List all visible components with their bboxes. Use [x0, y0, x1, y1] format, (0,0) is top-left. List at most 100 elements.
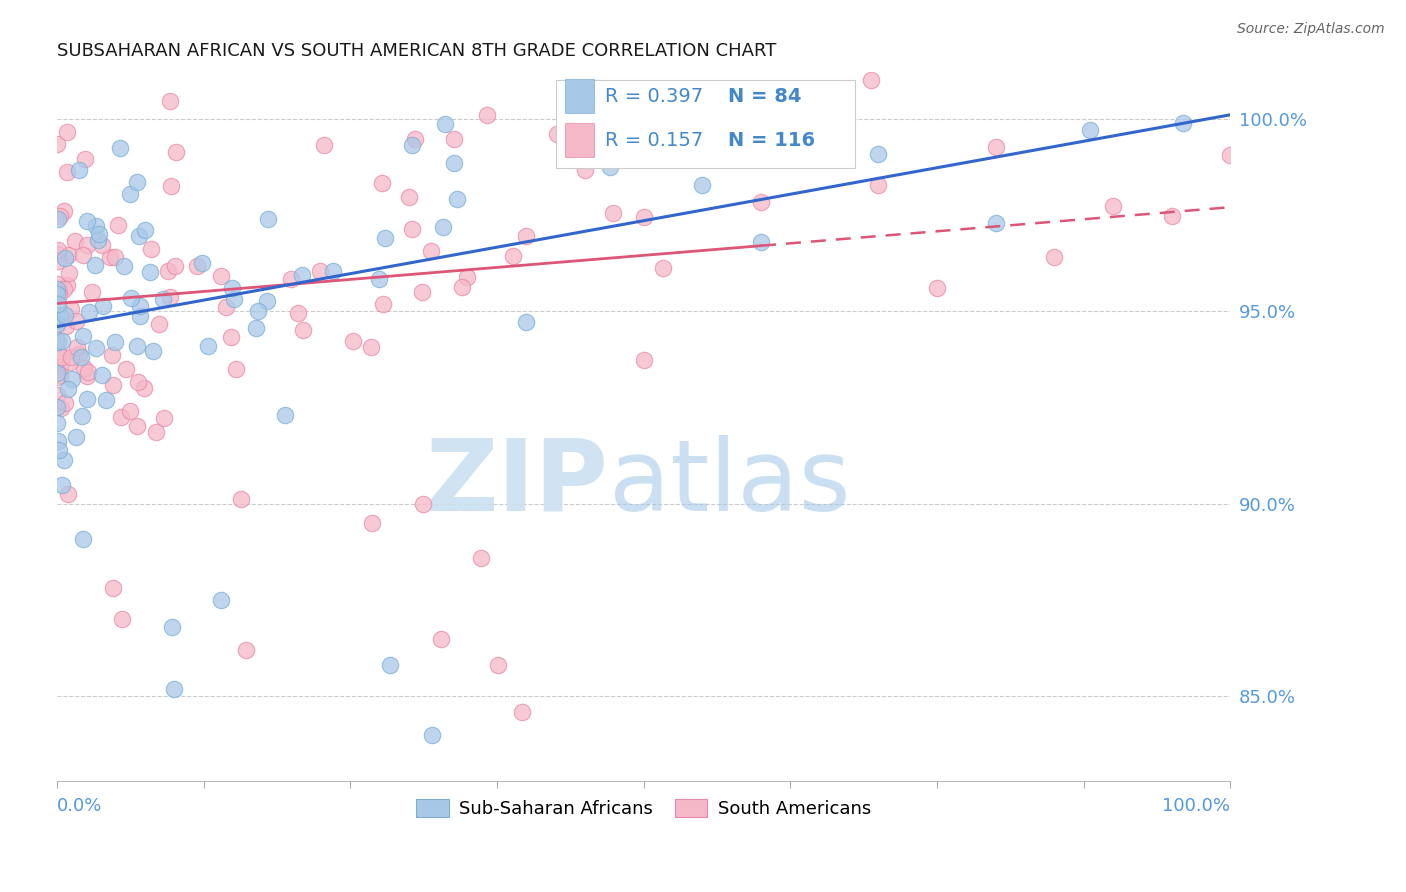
Point [419, 244, 441, 259]
Point [512, 705, 534, 719]
Point [72, 532, 94, 546]
Point [159, 94, 181, 108]
Point [160, 620, 183, 634]
Point [101, 582, 124, 596]
Point [1173, 116, 1195, 130]
Point [808, 139, 831, 153]
Point [127, 339, 149, 353]
Point [256, 293, 278, 308]
Point [53, 251, 76, 265]
Point [59, 355, 82, 369]
Point [360, 340, 382, 354]
Point [125, 175, 148, 189]
Point [229, 492, 252, 507]
Point [82, 285, 104, 299]
Point [128, 229, 150, 244]
Point [367, 272, 389, 286]
Point [163, 259, 186, 273]
Point [374, 231, 396, 245]
Point [73, 361, 96, 376]
Point [76, 392, 98, 406]
Point [515, 228, 537, 243]
Point [89, 227, 111, 241]
Point [56, 486, 79, 500]
Point [48, 442, 70, 457]
Point [134, 223, 156, 237]
Point [94, 392, 117, 407]
Point [378, 658, 401, 673]
Point [56, 383, 79, 397]
Point [515, 315, 537, 329]
Point [412, 497, 434, 511]
Point [221, 281, 243, 295]
Point [120, 404, 142, 418]
Point [148, 317, 170, 331]
Point [134, 381, 156, 395]
Point [749, 194, 772, 209]
Point [1160, 209, 1182, 223]
Point [77, 365, 100, 379]
Point [291, 268, 314, 282]
Point [56, 125, 79, 139]
FancyBboxPatch shape [555, 79, 855, 168]
Point [48, 285, 70, 299]
Point [287, 306, 309, 320]
Point [127, 419, 149, 434]
Text: Source: ZipAtlas.com: Source: ZipAtlas.com [1237, 22, 1385, 37]
Point [53, 396, 76, 410]
Point [49, 401, 72, 415]
Point [67, 347, 90, 361]
Point [93, 299, 115, 313]
Point [46, 318, 69, 332]
Point [51, 478, 73, 492]
Point [361, 516, 384, 530]
Point [55, 318, 77, 333]
Point [48, 347, 70, 361]
Point [101, 378, 124, 392]
Point [451, 280, 474, 294]
Point [145, 425, 167, 439]
Point [87, 233, 110, 247]
Point [111, 612, 134, 626]
Point [115, 361, 138, 376]
Point [163, 681, 186, 696]
Point [245, 321, 267, 335]
Point [141, 243, 163, 257]
Point [73, 153, 96, 167]
Point [314, 138, 336, 153]
Point [247, 304, 270, 318]
Point [371, 297, 394, 311]
Point [69, 350, 91, 364]
Point [156, 264, 179, 278]
Point [84, 341, 107, 355]
Point [371, 177, 394, 191]
FancyBboxPatch shape [565, 123, 595, 158]
Point [46, 283, 69, 297]
Point [235, 643, 257, 657]
Point [46, 313, 69, 327]
Point [651, 261, 673, 276]
Point [456, 270, 478, 285]
Point [48, 209, 70, 223]
Point [633, 353, 655, 368]
Point [86, 219, 108, 234]
Point [120, 291, 142, 305]
Point [280, 271, 302, 285]
Point [129, 300, 152, 314]
Point [322, 264, 344, 278]
Point [430, 632, 453, 646]
Point [104, 335, 127, 350]
Text: N = 84: N = 84 [728, 87, 801, 105]
Point [67, 162, 90, 177]
Point [101, 348, 124, 362]
Point [65, 235, 87, 249]
Point [602, 205, 624, 219]
Point [46, 416, 69, 430]
Point [127, 375, 149, 389]
Point [104, 250, 127, 264]
Point [65, 430, 87, 444]
Point [46, 247, 69, 261]
Point [72, 248, 94, 262]
Point [274, 408, 297, 422]
Point [65, 313, 87, 327]
